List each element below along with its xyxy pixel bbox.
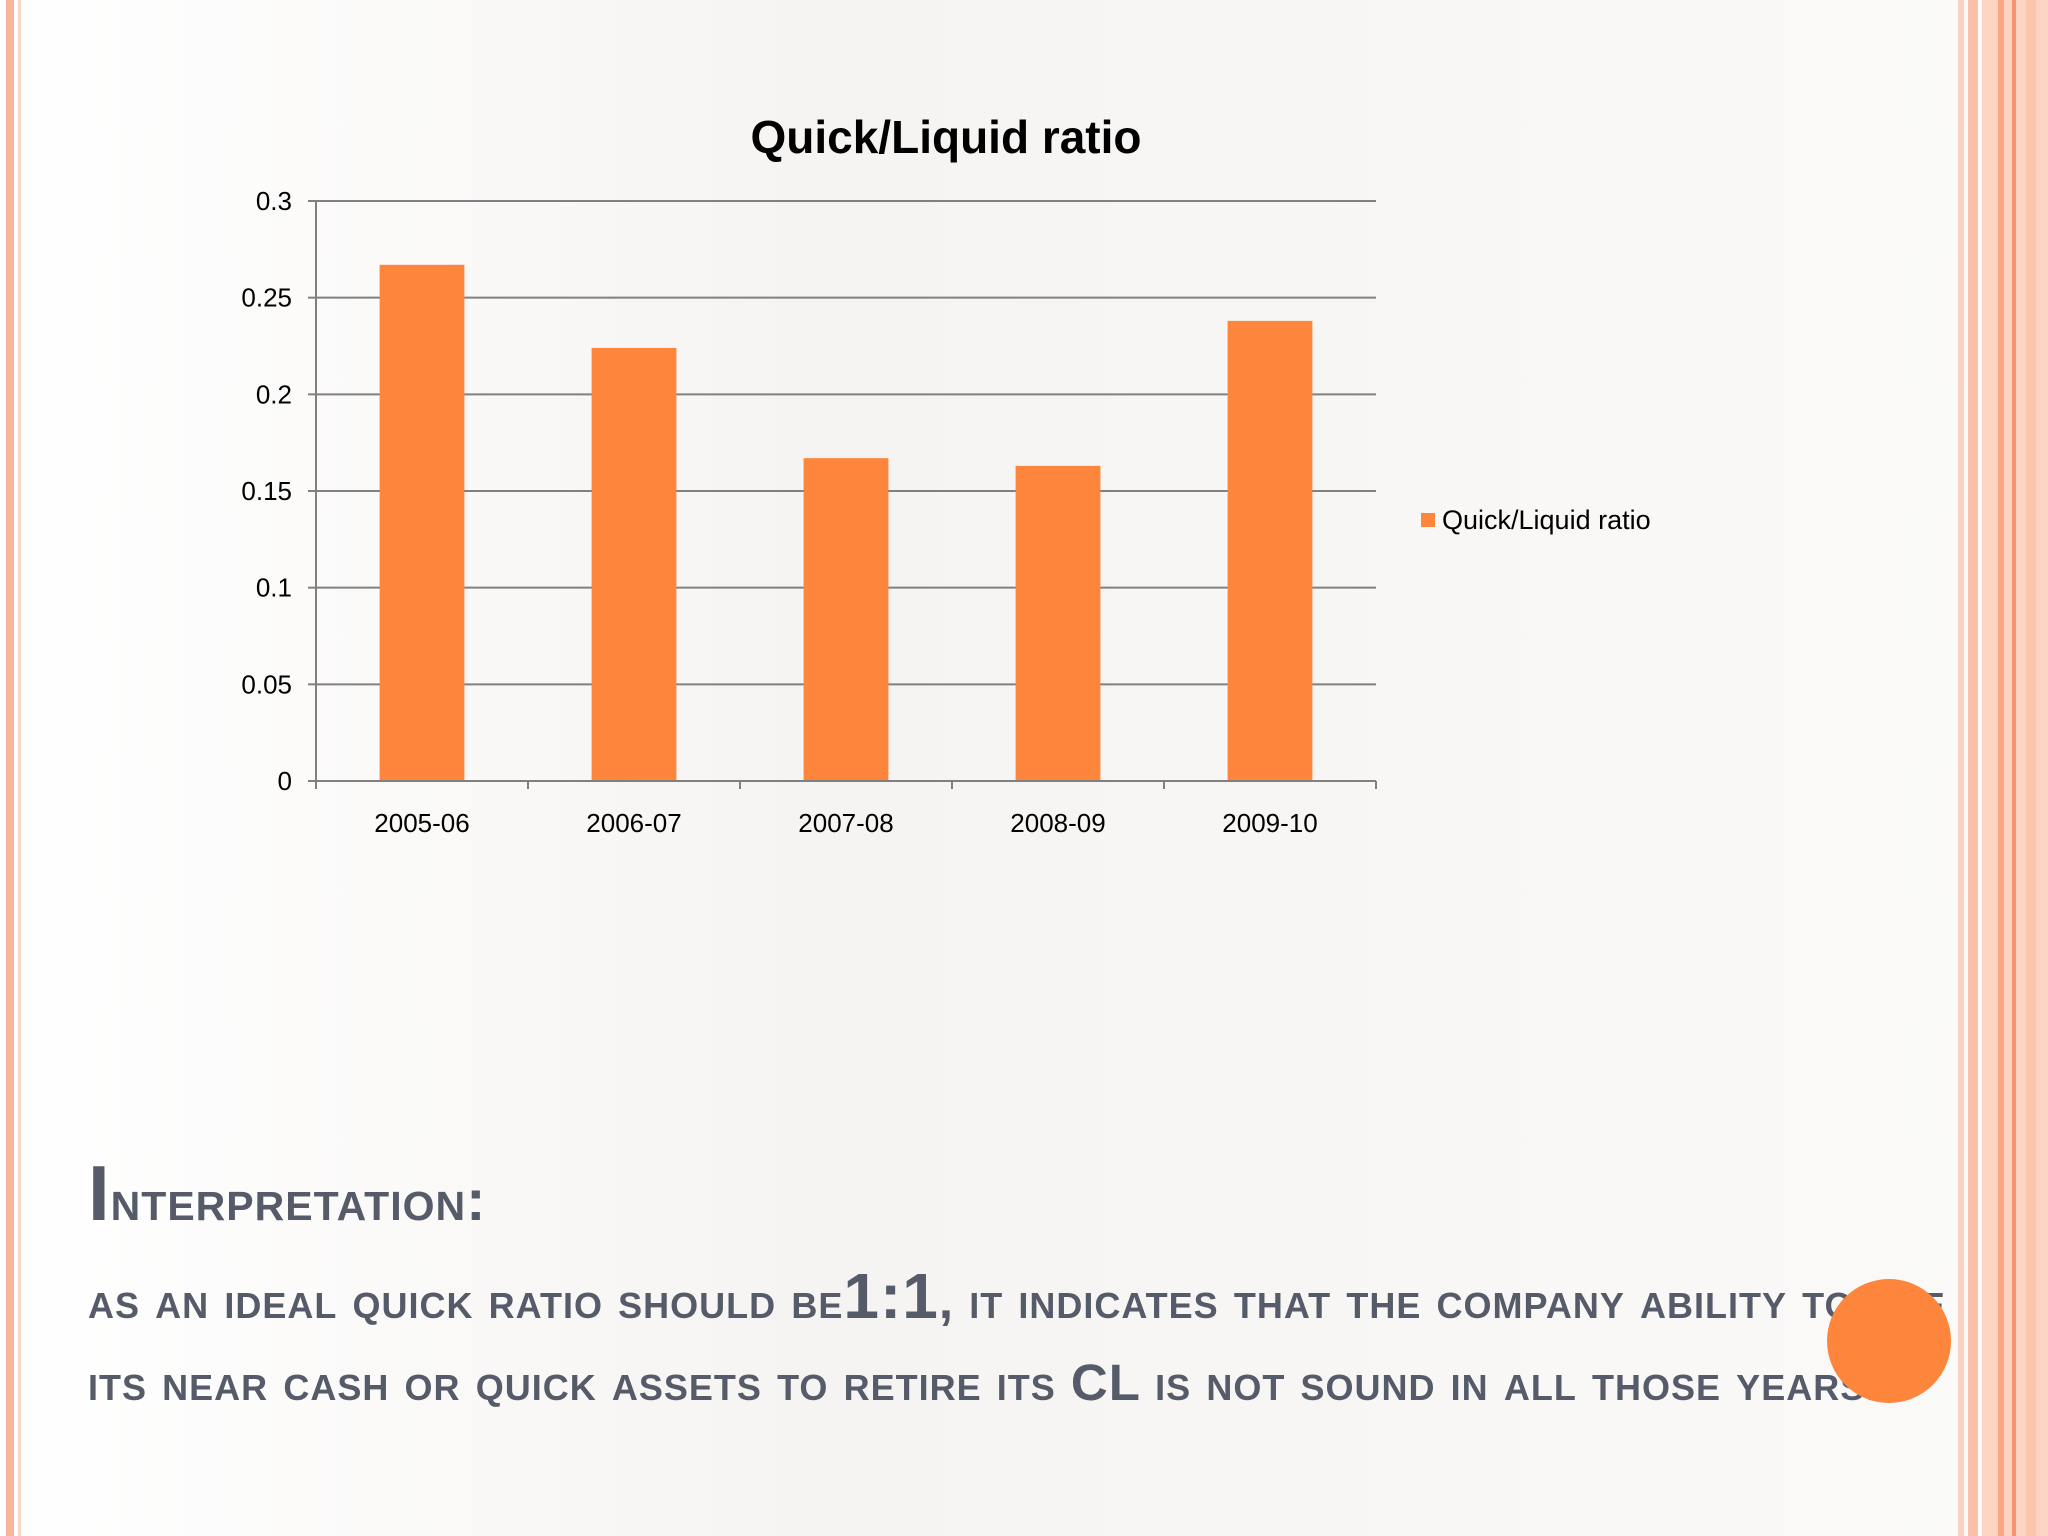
right-border-stripe-3 [1998,0,2004,1536]
body-part-2: , it indicates that the company ability … [88,1272,1946,1411]
bar [1015,465,1101,781]
right-border-stripe-2 [1968,0,1978,1536]
decorative-circle [1827,1279,1951,1403]
legend-label: Quick/Liquid ratio [1442,505,1651,535]
left-border-stripe-thin [18,0,21,1536]
legend-swatch [1421,513,1435,527]
interpretation-text: as an ideal quick ratio should be1:1, it… [88,1255,1948,1424]
x-tick-label: 2005-06 [374,808,469,838]
x-tick-label: 2007-08 [798,808,893,838]
bar [591,347,677,781]
interpretation-heading: Interpretation: [88,1148,486,1239]
axes [315,201,1376,782]
heading-rest: nterpretation: [110,1168,487,1233]
legend: Quick/Liquid ratio [1421,505,1651,535]
bar [379,264,465,781]
x-tick-label: 2008-09 [1010,808,1105,838]
x-tick-label: 2006-07 [586,808,681,838]
bars [379,264,1313,781]
right-border-stripe-5 [2026,0,2036,1536]
x-tick-labels: 2005-06 2006-07 2007-08 2008-09 2009-10 [374,808,1317,838]
y-tick-label: 0.25 [241,283,292,313]
bar-chart: Quick/Liquid ratio 0 0.05 0.1 0.15 0.2 0.25 0.… [241,111,1651,838]
chart-title: Quick/Liquid ratio [750,111,1141,163]
y-tick-label: 0.1 [256,573,292,603]
y-tick-label: 0.15 [241,476,292,506]
y-tick-label: 0 [278,766,292,796]
y-tick-labels: 0 0.05 0.1 0.15 0.2 0.25 0.3 [241,186,292,796]
ideal-ratio: 1:1 [843,1260,939,1332]
x-tick-label: 2009-10 [1222,808,1317,838]
y-tick-label: 0.05 [241,669,292,699]
heading-initial: I [88,1149,111,1237]
right-border-stripe-4 [2012,0,2016,1536]
body-part-1: as an ideal quick ratio should be [88,1272,844,1329]
left-border-stripe [6,0,14,1536]
right-border-stripe-1 [1958,0,1964,1536]
bar [1227,320,1313,781]
y-tick-label: 0.2 [256,379,292,409]
y-tick-label: 0.3 [256,186,292,216]
bar [803,458,889,781]
